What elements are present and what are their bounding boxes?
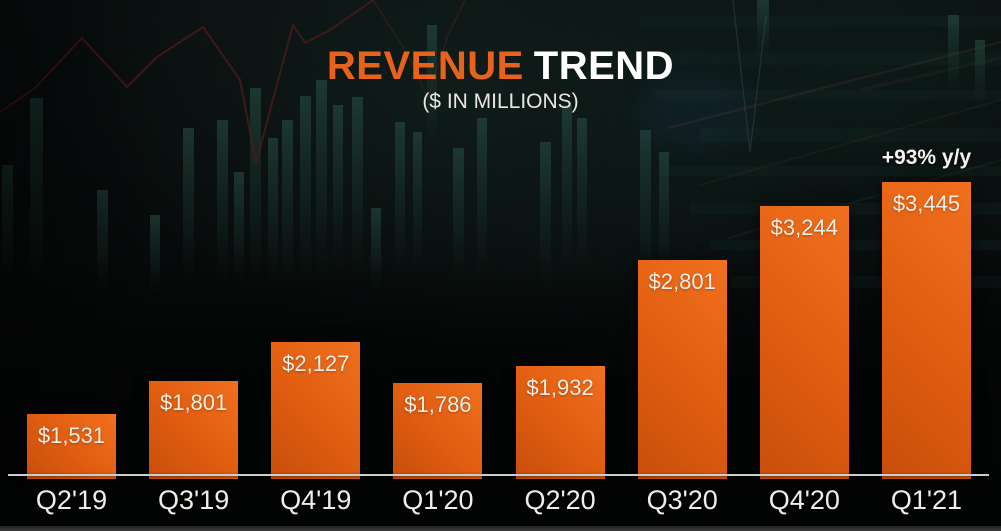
category-label: Q3'19 xyxy=(158,485,230,515)
category-label: Q2'20 xyxy=(524,485,596,515)
bar-value-label: $1,932 xyxy=(526,374,594,400)
bar-value-label: $1,786 xyxy=(404,392,472,418)
bar-value-label: $3,244 xyxy=(770,215,838,241)
bar-Q4'20: $3,244 xyxy=(759,206,849,479)
bar-Q2'20: $1,932 xyxy=(515,365,605,479)
category-label: Q1'21 xyxy=(890,485,963,515)
x-axis-line xyxy=(8,474,989,476)
bar-Q2'19: $1,531 xyxy=(27,414,116,479)
bar-value-label: $2,801 xyxy=(648,269,716,295)
bar-Q1'20: $1,786 xyxy=(393,383,483,479)
yoy-growth-annotation: +93% y/y xyxy=(881,146,972,169)
category-label: Q3'20 xyxy=(646,485,718,515)
category-label: Q1'20 xyxy=(402,485,474,515)
bar-Q3'20: $2,801 xyxy=(637,260,727,479)
bottom-edge-strip xyxy=(0,526,1001,531)
category-label: Q2'19 xyxy=(35,485,108,515)
bar-value-label: $1,531 xyxy=(37,423,106,449)
category-label: Q4'19 xyxy=(280,485,352,515)
bar-value-label: $1,801 xyxy=(159,390,228,416)
bar-Q3'19: $1,801 xyxy=(149,381,239,479)
bar-value-label: $3,445 xyxy=(892,191,961,216)
bar-Q4'19: $2,127 xyxy=(271,341,361,479)
bar-value-label: $2,127 xyxy=(282,350,350,376)
category-label: Q4'20 xyxy=(768,485,840,515)
bar-Q1'21: $3,445 xyxy=(881,182,971,479)
